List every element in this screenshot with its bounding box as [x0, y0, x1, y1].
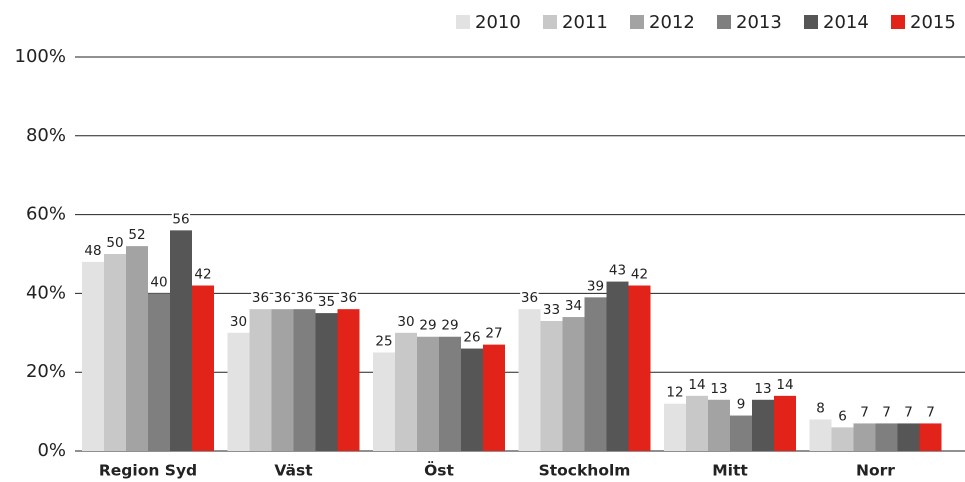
value-label: 42	[631, 267, 648, 283]
bar	[809, 419, 832, 451]
y-tick-label: 80%	[26, 125, 66, 146]
bar	[606, 281, 629, 451]
value-label: 48	[84, 243, 101, 259]
value-label: 6	[838, 408, 847, 424]
value-label: 36	[252, 290, 269, 306]
legend-swatch	[543, 15, 557, 29]
y-tick-label: 0%	[37, 440, 66, 461]
value-label: 50	[106, 235, 123, 251]
value-label: 7	[904, 404, 913, 420]
value-label: 33	[543, 302, 560, 318]
value-label: 34	[565, 298, 582, 314]
legend-swatch	[804, 15, 818, 29]
value-label: 56	[172, 211, 189, 227]
bar	[417, 336, 439, 451]
value-label: 14	[776, 377, 793, 393]
legend-swatch	[891, 15, 905, 29]
bar	[664, 403, 686, 451]
legend-label: 2014	[823, 12, 869, 33]
bar	[104, 254, 126, 451]
value-label: 8	[816, 400, 825, 416]
bar	[562, 317, 585, 451]
bar	[192, 285, 214, 451]
y-tick-label: 100%	[15, 46, 66, 67]
bar	[227, 332, 250, 451]
value-label: 14	[688, 377, 705, 393]
value-label: 52	[128, 227, 145, 243]
value-label: 13	[710, 381, 727, 397]
value-label: 30	[230, 314, 247, 330]
bar	[540, 320, 563, 451]
bar	[439, 336, 461, 451]
value-label: 26	[463, 330, 480, 346]
value-label: 36	[296, 290, 313, 306]
value-label: 7	[860, 404, 869, 420]
legend-label: 2012	[649, 12, 695, 33]
bar	[897, 423, 920, 451]
value-label: 30	[397, 314, 414, 330]
bar	[483, 344, 505, 451]
bar	[373, 352, 395, 451]
value-label: 12	[666, 385, 683, 401]
bar	[148, 293, 170, 451]
value-label: 7	[926, 404, 935, 420]
x-tick-label: Stockholm	[539, 462, 631, 480]
bar	[686, 395, 708, 451]
bar	[853, 423, 876, 451]
y-tick-label: 60%	[26, 204, 66, 225]
y-tick-label: 40%	[26, 282, 66, 303]
legend-swatch	[717, 15, 731, 29]
x-tick-label: Norr	[856, 462, 895, 480]
value-label: 36	[521, 290, 538, 306]
legend-label: 2013	[736, 12, 782, 33]
legend-label: 2010	[475, 12, 521, 33]
bar	[708, 399, 730, 451]
bar	[170, 230, 192, 451]
value-label: 36	[340, 290, 357, 306]
x-tick-label: Öst	[424, 461, 454, 480]
value-label: 13	[754, 381, 771, 397]
value-label: 25	[375, 334, 392, 350]
bar	[584, 297, 607, 451]
legend-label: 2015	[910, 12, 956, 33]
value-label: 9	[737, 397, 746, 413]
bar	[461, 348, 483, 451]
value-label: 29	[419, 318, 436, 334]
x-tick-label: Mitt	[712, 462, 748, 480]
bar	[271, 309, 294, 451]
legend-label: 2011	[562, 12, 608, 33]
bar	[518, 309, 541, 451]
legend-swatch	[630, 15, 644, 29]
bar	[395, 332, 417, 451]
value-label: 27	[485, 326, 502, 342]
x-tick-label: Väst	[274, 462, 313, 480]
bar	[919, 423, 942, 451]
bar	[82, 261, 104, 451]
value-label: 7	[882, 404, 891, 420]
value-label: 42	[194, 267, 211, 283]
y-tick-label: 20%	[26, 361, 66, 382]
value-label: 36	[274, 290, 291, 306]
value-label: 43	[609, 263, 626, 279]
value-label: 40	[150, 274, 167, 290]
legend-swatch	[456, 15, 470, 29]
x-tick-label: Region Syd	[99, 462, 197, 480]
bar	[730, 415, 752, 451]
bar	[337, 309, 360, 451]
bar	[293, 309, 316, 451]
value-label: 35	[318, 294, 335, 310]
bar	[315, 313, 338, 451]
bar	[831, 427, 854, 451]
bar	[875, 423, 898, 451]
bar	[249, 309, 272, 451]
bar	[752, 399, 774, 451]
bar	[628, 285, 651, 451]
bar	[774, 395, 796, 451]
bar	[126, 246, 148, 451]
value-label: 39	[587, 278, 604, 294]
value-label: 29	[441, 318, 458, 334]
